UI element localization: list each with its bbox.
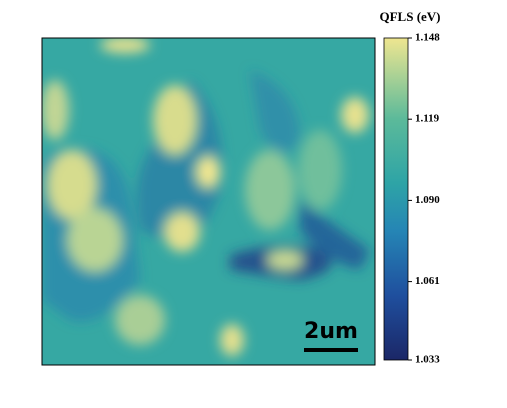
colorbar-tick-label: 1.061	[415, 275, 440, 287]
scale-bar	[304, 348, 358, 352]
colorbar-tick-label: 1.033	[415, 354, 440, 366]
colorbar-tick-label: 1.148	[415, 32, 440, 44]
colorbar-tick-label: 1.119	[415, 113, 440, 125]
heatmap-image	[42, 38, 375, 365]
colorbar-title: QFLS (eV)	[379, 9, 440, 24]
scale-bar-label: 2um	[304, 319, 358, 344]
colorbar	[383, 37, 409, 361]
image-frame	[41, 37, 376, 366]
colorbar-ticks: 1.033 1.061 1.090 1.119 1.148	[408, 32, 440, 366]
colorbar-tick-label: 1.090	[415, 194, 440, 206]
